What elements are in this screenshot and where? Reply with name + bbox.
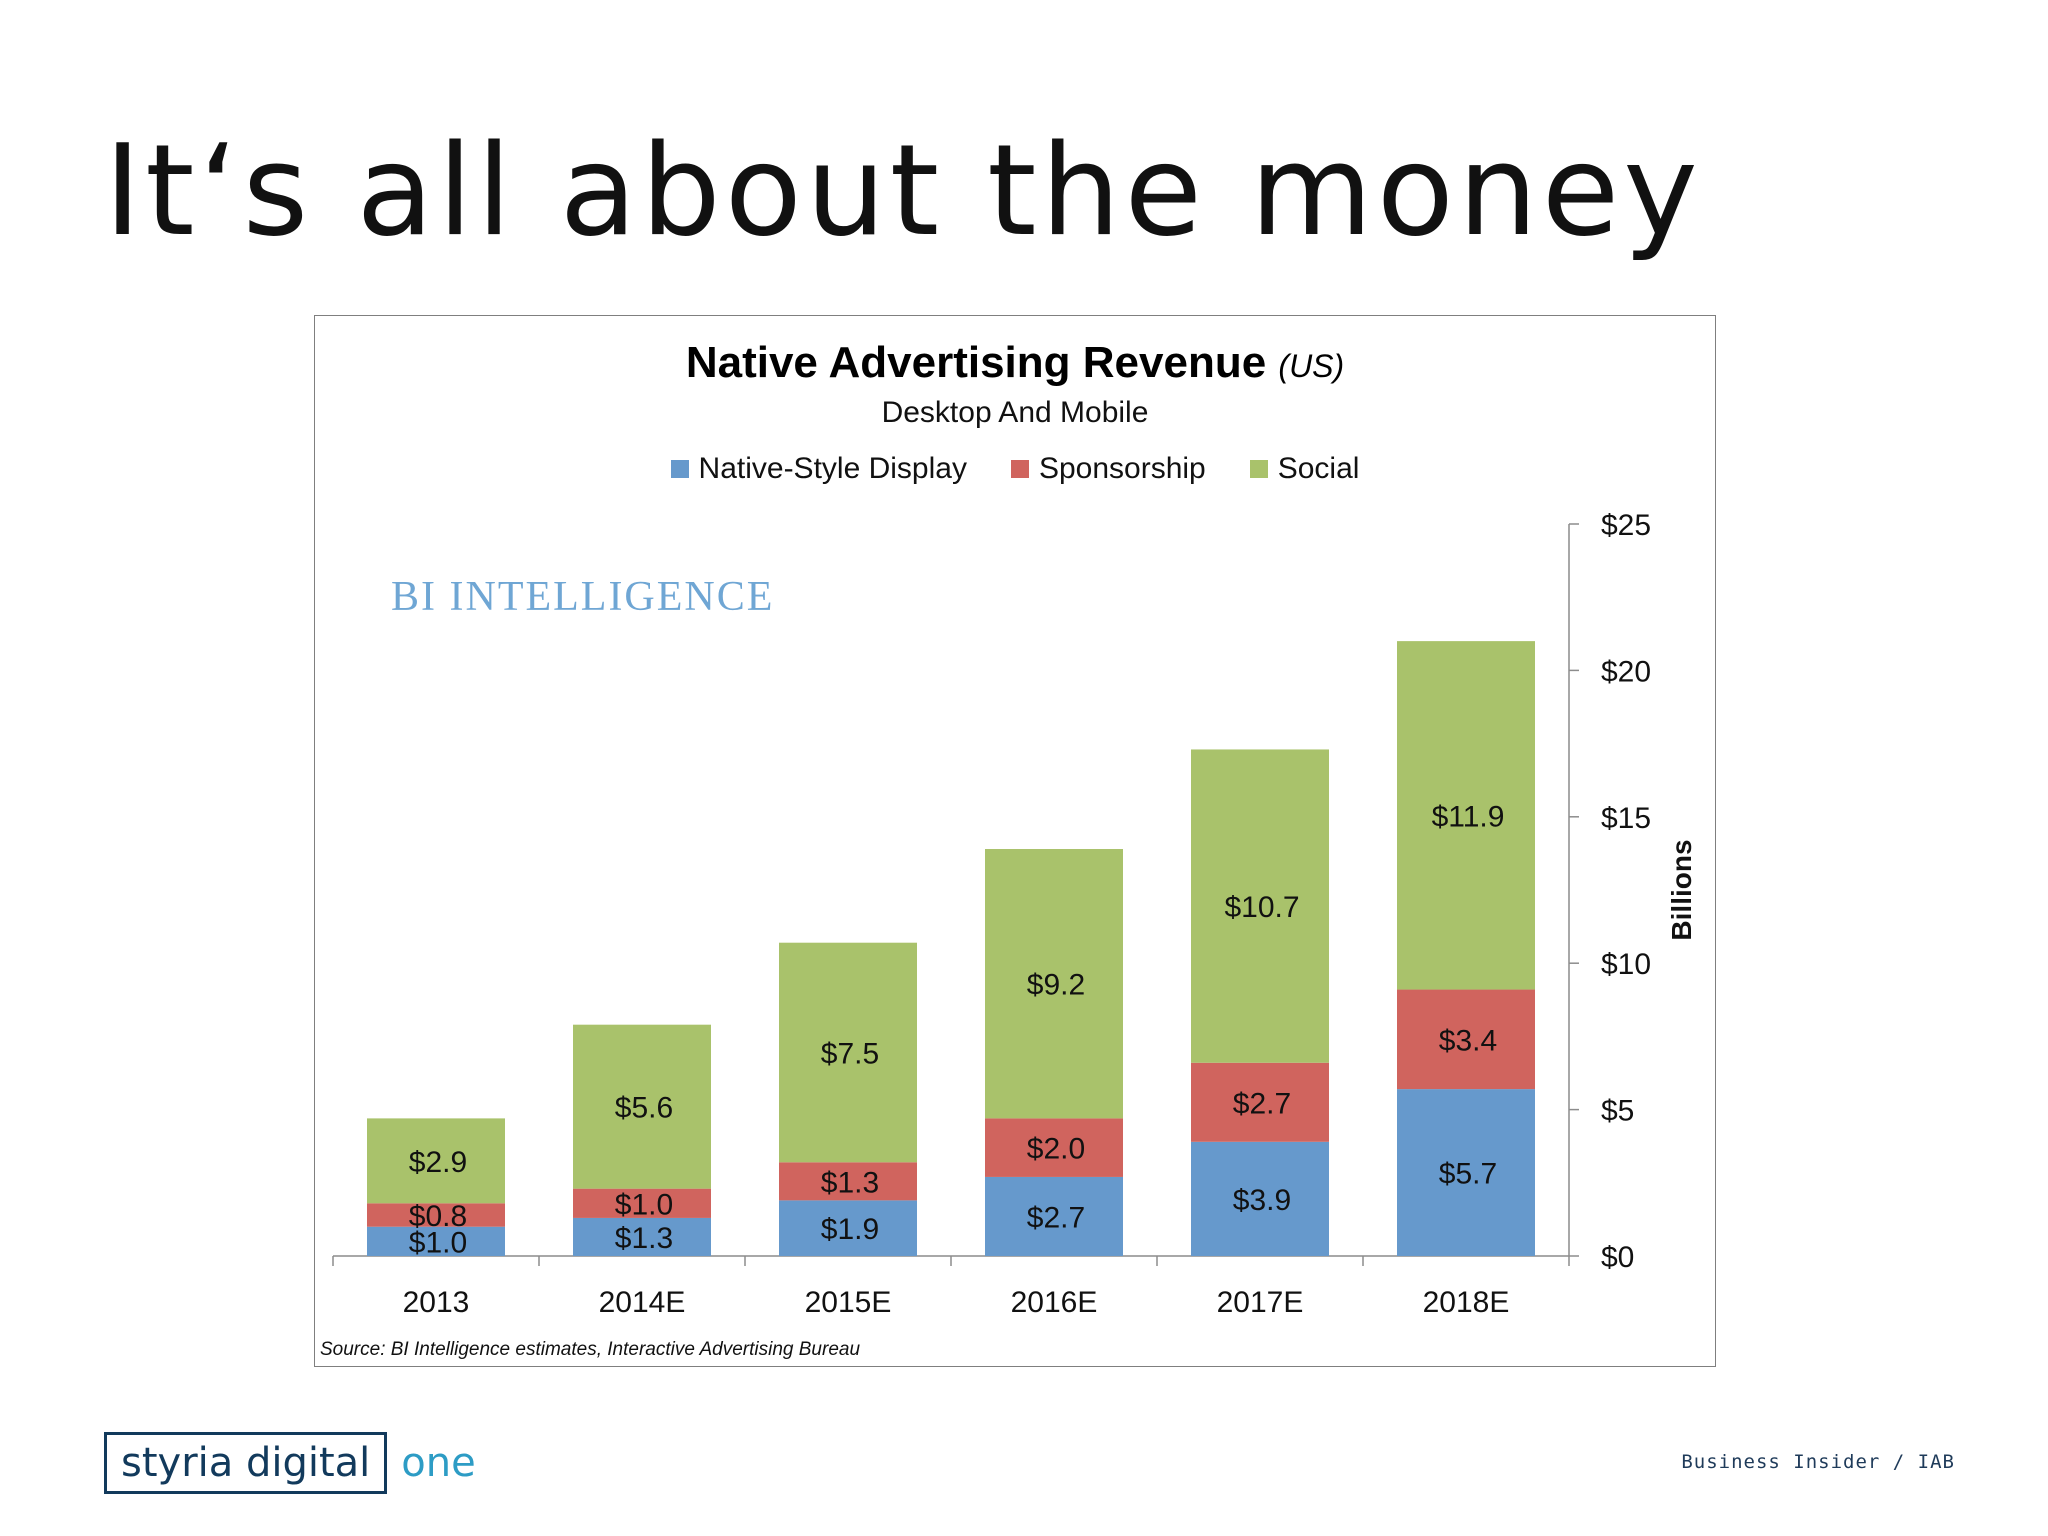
stacked-bar-chart: $0$5$10$15$20$25Billions$1.0$0.8$2.92013… bbox=[332, 509, 1697, 1319]
legend-label-sponsorship: Sponsorship bbox=[1038, 452, 1206, 485]
x-tick-label-2015e: 2015E bbox=[805, 1286, 892, 1319]
bar-social-2015e bbox=[779, 942, 917, 1163]
bar-sponsorship-2016e bbox=[985, 1118, 1123, 1177]
data-label-sponsorship-2014e: $1.0 bbox=[615, 1188, 673, 1221]
data-label-native-style-display-2014e: $1.3 bbox=[615, 1222, 673, 1255]
chart-title-region: (US) bbox=[1278, 348, 1345, 384]
data-label-sponsorship-2018e: $3.4 bbox=[1439, 1024, 1497, 1057]
y-tick-label: $25 bbox=[1601, 509, 1651, 542]
chart-title-text: Native Advertising Revenue bbox=[685, 338, 1267, 387]
bar-social-2016e bbox=[985, 849, 1123, 1119]
y-tick-label: $15 bbox=[1601, 802, 1651, 835]
x-tick-label-2013: 2013 bbox=[403, 1286, 470, 1319]
data-label-sponsorship-2016e: $2.0 bbox=[1027, 1133, 1085, 1166]
legend-item-social: Social bbox=[1249, 452, 1360, 486]
bar-native-style-display-2017e bbox=[1191, 1141, 1329, 1256]
data-label-social-2015e: $7.5 bbox=[821, 1038, 879, 1071]
x-tick-label-2017e: 2017E bbox=[1217, 1286, 1304, 1319]
slide-credit: Business Insider / IAB bbox=[1681, 1451, 1955, 1473]
data-label-sponsorship-2013: $0.8 bbox=[409, 1200, 467, 1233]
chart-frame: $0 $5 $10 $15 $20 $25 Billions $1.0 $0.8 $2.9 2013… bbox=[314, 315, 1716, 1367]
data-label-social-2017e: $10.7 bbox=[1224, 891, 1299, 924]
x-tick-label-2016e: 2016E bbox=[1011, 1286, 1098, 1319]
data-label-social-2014e: $5.6 bbox=[615, 1092, 673, 1125]
data-label-native-style-display-2013: $1.0 bbox=[409, 1226, 467, 1259]
y-tick-label: $10 bbox=[1601, 948, 1651, 981]
data-label-sponsorship-2015e: $1.3 bbox=[821, 1166, 879, 1199]
y-tick-label: $5 bbox=[1601, 1095, 1634, 1128]
chart-legend: Native-Style Display Sponsorship Social bbox=[315, 452, 1715, 486]
data-label-social-2013: $2.9 bbox=[409, 1146, 467, 1179]
bar-sponsorship-2018e bbox=[1397, 989, 1535, 1090]
legend-label-social: Social bbox=[1277, 452, 1360, 485]
bar-native-style-display-2013 bbox=[367, 1226, 505, 1256]
data-label-native-style-display-2016e: $2.7 bbox=[1027, 1201, 1085, 1234]
chart-title: Native Advertising Revenue (US) bbox=[315, 338, 1715, 388]
brand-logo: styria digital one bbox=[104, 1432, 476, 1494]
bar-sponsorship-2015e bbox=[779, 1162, 917, 1201]
y-tick-label: $20 bbox=[1601, 655, 1651, 688]
bar-social-2013 bbox=[367, 1118, 505, 1204]
bi-intelligence-watermark: BI INTELLIGENCE bbox=[391, 574, 775, 620]
data-label-social-2018e: $11.9 bbox=[1432, 800, 1505, 833]
legend-swatch-social bbox=[1249, 460, 1268, 478]
bar-social-2017e bbox=[1191, 749, 1329, 1063]
bar-native-style-display-2015e bbox=[779, 1200, 917, 1256]
data-label-sponsorship-2017e: $2.7 bbox=[1233, 1087, 1291, 1120]
data-label-native-style-display-2018e: $5.7 bbox=[1439, 1158, 1497, 1191]
y-axis-title: Billions bbox=[1666, 839, 1697, 940]
bar-native-style-display-2018e bbox=[1397, 1089, 1535, 1256]
chart-subtitle: Desktop And Mobile bbox=[881, 396, 1149, 429]
bar-social-2018e bbox=[1397, 641, 1535, 990]
chart-source-note: Source: BI Intelligence estimates, Inter… bbox=[320, 1339, 861, 1360]
legend-label-native-style-display: Native-Style Display bbox=[698, 452, 967, 485]
data-label-native-style-display-2017e: $3.9 bbox=[1233, 1184, 1291, 1217]
bar-sponsorship-2013 bbox=[367, 1203, 505, 1227]
slide-title: It‘s all about the money bbox=[104, 117, 1702, 264]
legend-item-sponsorship: Sponsorship bbox=[1010, 452, 1206, 486]
x-tick-label-2014e: 2014E bbox=[599, 1286, 686, 1319]
data-label-native-style-display-2015e: $1.9 bbox=[821, 1213, 879, 1246]
bar-sponsorship-2017e bbox=[1191, 1062, 1329, 1142]
bar-native-style-display-2014e bbox=[573, 1217, 711, 1256]
x-tick-label-2018e: 2018E bbox=[1423, 1286, 1510, 1319]
y-tick-label: $0 bbox=[1601, 1241, 1634, 1274]
brand-logo-suffix: one bbox=[401, 1440, 476, 1486]
data-label-social-2016e: $9.2 bbox=[1027, 969, 1085, 1002]
legend-swatch-sponsorship bbox=[1010, 460, 1029, 478]
bar-native-style-display-2016e bbox=[985, 1176, 1123, 1256]
brand-logo-box: styria digital bbox=[104, 1432, 388, 1494]
bar-sponsorship-2014e bbox=[573, 1188, 711, 1218]
legend-item-native-style-display: Native-Style Display bbox=[670, 452, 967, 486]
bar-social-2014e bbox=[573, 1024, 711, 1189]
legend-swatch-native-style-display bbox=[670, 460, 689, 478]
